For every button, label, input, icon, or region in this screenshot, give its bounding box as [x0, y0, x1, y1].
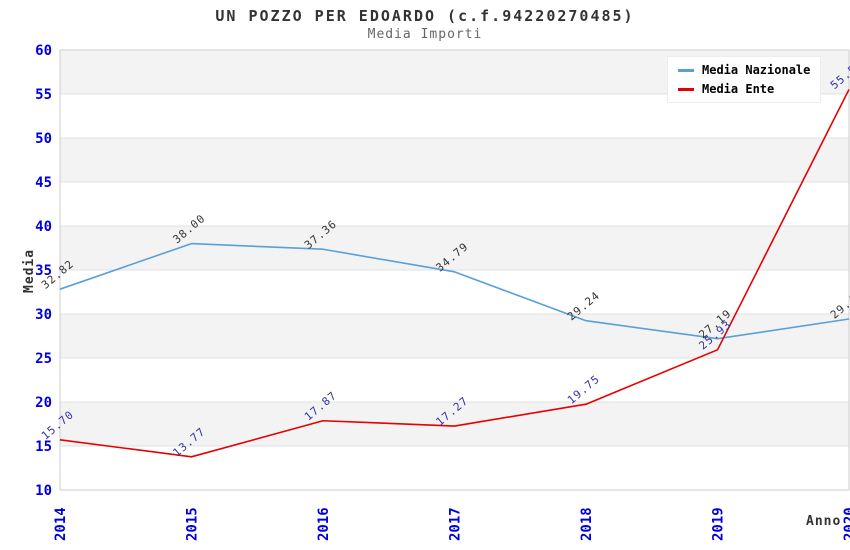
x-tick-label: 2017	[448, 507, 464, 541]
x-tick-label: 2019	[711, 507, 727, 541]
y-tick-label: 25	[35, 351, 52, 367]
chart-title: UN POZZO PER EDOARDO (c.f.94220270485)	[215, 7, 635, 25]
plot-band	[60, 226, 849, 270]
y-tick-label: 60	[35, 43, 52, 59]
legend-item-media-nazionale: Media Nazionale	[678, 63, 810, 77]
plot-band	[60, 138, 849, 182]
y-tick-label: 35	[35, 263, 52, 279]
x-tick-label: 2020	[842, 507, 850, 541]
chart-subtitle: Media Importi	[367, 27, 483, 42]
x-tick-label: 2018	[579, 507, 595, 541]
legend-swatch-media-ente	[678, 87, 694, 91]
plot-band	[60, 270, 849, 314]
x-tick-label: 2016	[316, 507, 332, 541]
y-tick-label: 45	[35, 175, 52, 191]
plot-band	[60, 182, 849, 226]
y-tick-label: 15	[35, 439, 52, 455]
y-tick-label: 30	[35, 307, 52, 323]
plot-band	[60, 446, 849, 490]
legend-item-media-ente: Media Ente	[678, 82, 810, 96]
media-ente-line	[59, 89, 850, 458]
y-tick-label: 50	[35, 131, 52, 147]
y-tick-label: 40	[35, 219, 52, 235]
legend-label-media-ente: Media Ente	[702, 82, 775, 96]
legend-swatch-media-nazionale	[678, 68, 694, 72]
legend-label-media-nazionale: Media Nazionale	[702, 63, 811, 77]
media-nazionale-line	[59, 242, 850, 340]
plot-border	[59, 49, 850, 491]
plot-band	[60, 402, 849, 446]
x-axis-title: Anno	[806, 514, 842, 529]
legend: Media Nazionale Media Ente	[667, 56, 822, 103]
x-tick-label: 2014	[53, 507, 69, 541]
y-tick-label: 55	[35, 87, 52, 103]
y-tick-label: 10	[35, 483, 52, 499]
y-tick-label: 20	[35, 395, 52, 411]
y-axis-title: Media	[22, 248, 37, 293]
x-tick-label: 2015	[185, 507, 201, 541]
plot-band	[60, 358, 849, 402]
